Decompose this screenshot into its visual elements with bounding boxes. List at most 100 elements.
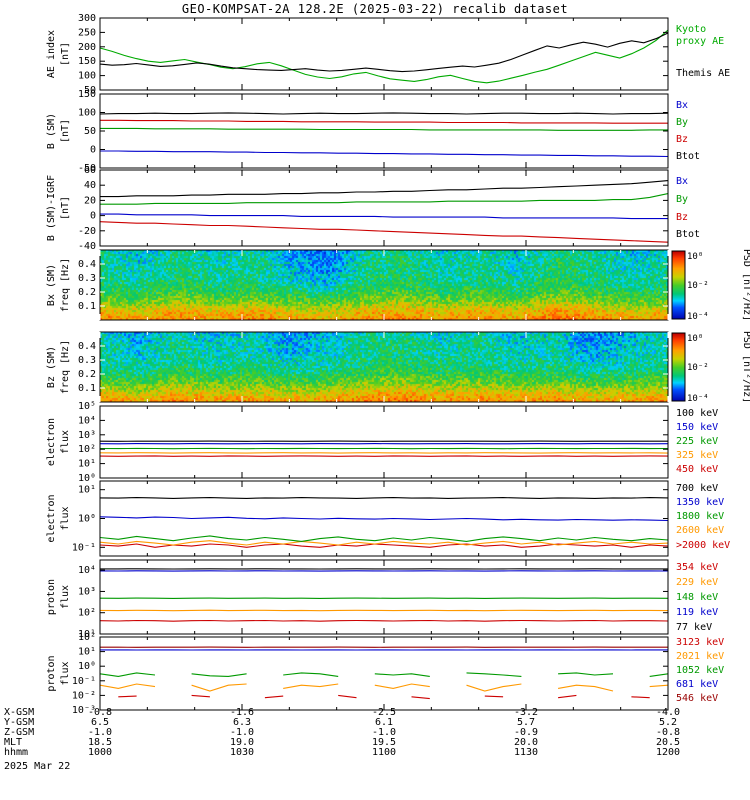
ytick-pflux_low: 10³ [78, 586, 96, 597]
ytick-ae: 300 [78, 13, 96, 24]
ytick-b_sm: 150 [78, 89, 96, 100]
ytick-b_sm: -50 [78, 163, 96, 174]
bottom-value-hhmm-2: 1100 [372, 747, 396, 758]
legend-148-kev: 148 keV [676, 592, 718, 603]
series-354-kev [99, 619, 669, 622]
ylabel-eflux_high-1: flux [60, 506, 71, 530]
legend-150-kev: 150 keV [676, 422, 718, 433]
bottom-value-y-gsm-0: 6.5 [91, 717, 109, 728]
legend-themis-ae: Themis AE [676, 68, 730, 79]
bottom-row-label-hhmm: hhmm [4, 747, 28, 758]
legend-bz: Bz [676, 134, 688, 145]
ytick-pflux_low: 10¹ [78, 629, 96, 640]
ytick-b_igrf: 20 [84, 195, 96, 206]
series-229-kev [99, 609, 669, 612]
legend-2021-kev: 2021 keV [676, 651, 724, 662]
legend-100-kev: 100 keV [676, 408, 718, 419]
bottom-value-y-gsm-1: 6.3 [233, 717, 251, 728]
series-1052-kev [99, 672, 669, 677]
bottom-annotations: X-GSM -0.8 -1.6 -2.5 -3.2 -4.0 Y-GSM 6.5 6.3 6.1 5… [4, 707, 680, 772]
ytick-b_igrf: -40 [78, 241, 96, 252]
psd-colorbar: 10⁰ 10⁻² 10⁻⁴ [671, 250, 709, 322]
ylabel-pflux_high-1: flux [60, 661, 71, 685]
colorbar-tick: 10⁻² [687, 281, 709, 291]
ytick-pflux_high: 10⁻¹ [72, 676, 96, 687]
ytick-b_igrf: 0 [90, 211, 96, 222]
ytick-bx_spec: 0.2 [78, 287, 96, 298]
series-gt2000-kev [99, 543, 669, 548]
panel-ae: 50 100 150 200 250 300 AE index [nT] Kyotoproxy … [46, 13, 730, 96]
ytick-pflux_high: 10⁰ [78, 661, 96, 672]
ytick-ae: 100 [78, 71, 96, 82]
psd-colorbar: 10⁰ 10⁻² 10⁻⁴ [671, 332, 709, 404]
ylabel-bx_spec-0: Bx (SM) [46, 264, 57, 306]
ylabel-bx_spec-1: freq [Hz] [60, 258, 71, 312]
legend-700-kev: 700 keV [676, 483, 718, 494]
bottom-value-z-gsm-0: -1.0 [88, 727, 112, 738]
bottom-value-mlt-4: 20.5 [656, 737, 680, 748]
ytick-b_igrf: 40 [84, 180, 96, 191]
bottom-value-mlt-3: 20.0 [514, 737, 538, 748]
panel-b_sm: -50 0 50 100 150 B (SM) [nT] Bx By Bz Btot [46, 89, 700, 174]
ytick-pflux_low: 10² [78, 608, 96, 619]
ylabel-pflux_low-1: flux [60, 585, 71, 609]
bottom-value-y-gsm-4: 5.2 [659, 717, 677, 728]
colorbar-tick: 10⁻⁴ [687, 394, 709, 404]
plot-title: GEO-KOMPSAT-2A 128.2E (2025-03-22) recal… [181, 2, 569, 16]
ytick-eflux_low: 10¹ [78, 459, 96, 470]
ytick-bx_spec: 0.3 [78, 273, 96, 284]
legend-1350-kev: 1350 keV [676, 497, 724, 508]
legend-2600-kev: 2600 keV [676, 525, 724, 536]
legend-by: By [676, 117, 688, 128]
series-2600-kev [99, 540, 669, 546]
ylabel-bz_spec-0: Bz (SM) [46, 346, 57, 388]
panel-b_igrf: -40 -20 0 20 40 60 B (SM)-IGRF [nT] Bx By Bz Btot [46, 165, 700, 252]
bottom-row-label-x-gsm: X-GSM [4, 707, 34, 718]
ylabel-bz_spec-1: freq [Hz] [60, 340, 71, 394]
ylabel-b_sm-0: B (SM) [46, 113, 57, 149]
ytick-eflux_high: 10⁻¹ [72, 542, 96, 553]
legend-354-kev: 354 keV [676, 562, 718, 573]
ytick-bz_spec: 0.4 [78, 341, 96, 352]
ytick-eflux_low: 10⁵ [78, 401, 96, 412]
series-1800-kev [99, 535, 669, 542]
ytick-b_sm: 100 [78, 108, 96, 119]
ytick-b_sm: 0 [90, 145, 96, 156]
bottom-value-mlt-1: 19.0 [230, 737, 254, 748]
bottom-value-hhmm-1: 1030 [230, 747, 254, 758]
bottom-value-hhmm-4: 1200 [656, 747, 680, 758]
legend-546-kev: 546 keV [676, 693, 718, 704]
bottom-value-y-gsm-3: 5.7 [517, 717, 535, 728]
bottom-value-x-gsm-1: -1.6 [230, 707, 254, 718]
bottom-value-y-gsm-2: 6.1 [375, 717, 393, 728]
ytick-bz_spec: 0.1 [78, 383, 96, 394]
bottom-row-label-z-gsm: Z-GSM [4, 727, 34, 738]
bottom-value-mlt-2: 19.5 [372, 737, 396, 748]
ytick-b_igrf: -20 [78, 226, 96, 237]
series-by [100, 193, 669, 205]
bottom-value-hhmm-3: 1130 [514, 747, 538, 758]
ytick-b_igrf: 60 [84, 165, 96, 176]
legend-bx: Bx [676, 176, 688, 187]
ytick-eflux_low: 10² [78, 444, 96, 455]
ytick-eflux_low: 10⁴ [78, 415, 96, 426]
series-themis-ae [99, 32, 669, 73]
panel-bx_spec: 0.1 0.2 0.3 0.4 Bx (SM) freq [Hz] 10⁰ 10⁻² 10⁻⁴ P… [46, 249, 750, 322]
series-by [100, 127, 668, 131]
bottom-value-hhmm-0: 1000 [88, 747, 112, 758]
colorbar-label-bz_spec: PSD [nT²/Hz] [741, 331, 750, 403]
legend-bz: Bz [676, 212, 688, 223]
ytick-ae: 50 [84, 85, 96, 96]
series-1350-kev [99, 516, 669, 522]
ytick-pflux_high: 10¹ [78, 647, 96, 658]
legend-bx: Bx [676, 100, 688, 111]
bottom-value-x-gsm-0: -0.8 [88, 707, 112, 718]
bottom-value-x-gsm-3: -3.2 [514, 707, 538, 718]
date-label: 2025 Mar 22 [4, 761, 70, 772]
legend-3123-kev: 3123 keV [676, 637, 724, 648]
ytick-eflux_high: 10¹ [78, 485, 96, 496]
colorbar-tick: 10⁰ [687, 334, 703, 344]
legend-325-kev: 325 keV [676, 450, 718, 461]
